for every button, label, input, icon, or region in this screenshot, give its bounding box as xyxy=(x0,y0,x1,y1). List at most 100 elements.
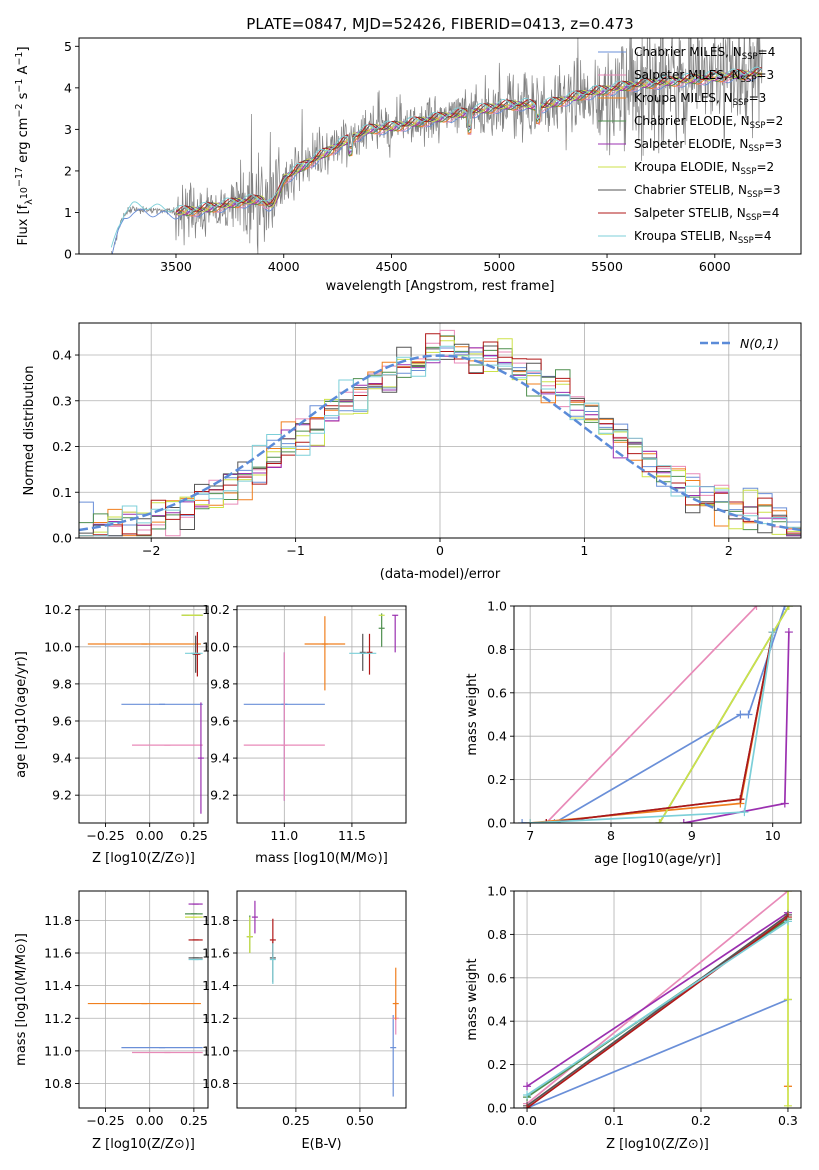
weight-line xyxy=(526,891,789,1105)
errorbar-point xyxy=(246,917,253,953)
plus-marker xyxy=(518,819,527,823)
subplot-spectrum: 3500 4000 4500 5000 5500 6000 0 1 2 3 4 5 wavelength… xyxy=(14,37,802,294)
x-axis-label: Z [log10(Z/Z⊙)] xyxy=(92,1137,195,1152)
y-tick-label: 9.6 xyxy=(52,713,72,728)
x-tick-label: 0.50 xyxy=(346,1113,374,1128)
x-tick-label: 8 xyxy=(607,828,615,843)
y-tick-label: 0.0 xyxy=(487,816,507,831)
weight-line xyxy=(526,914,789,1107)
x-axis-label: E(B-V) xyxy=(301,1137,341,1152)
y-tick-label: 10.0 xyxy=(202,639,230,654)
y-tick-label: 11.2 xyxy=(44,1011,72,1026)
plus-marker xyxy=(740,808,749,817)
x-tick-label: −0.25 xyxy=(86,828,124,843)
y-tick-label: 2 xyxy=(64,163,72,178)
y-tick-label: 0.4 xyxy=(52,348,72,363)
y-tick-label: 11.6 xyxy=(202,946,230,961)
y-tick-label: 10.8 xyxy=(44,1076,72,1091)
y-axis-label: mass weight xyxy=(465,958,480,1040)
x-tick-label: 11.0 xyxy=(270,828,298,843)
x-axis-label: Z [log10(Z/Z⊙)] xyxy=(606,1137,709,1152)
y-tick-label: 0.6 xyxy=(487,970,507,985)
plot-area xyxy=(87,903,203,1054)
x-tick-label: 4000 xyxy=(268,259,300,274)
plot-area xyxy=(246,900,399,1097)
y-tick-label: 9.4 xyxy=(52,751,72,766)
plus-marker xyxy=(523,1082,532,1091)
legend-label: Salpeter ELODIE, NSSP=3 xyxy=(634,137,782,154)
y-tick-label: 0 xyxy=(64,247,72,262)
weight-line xyxy=(683,631,790,823)
weight-line xyxy=(658,606,790,823)
weight-line xyxy=(526,998,789,1108)
y-tick-label: 9.6 xyxy=(210,713,230,728)
plus-marker xyxy=(744,710,753,719)
legend-label: Chabrier MILES, NSSP=4 xyxy=(634,45,775,62)
x-tick-label: 9 xyxy=(688,828,696,843)
y-tick-label: 11.6 xyxy=(44,946,72,961)
y-tick-label: 0.8 xyxy=(487,642,507,657)
plus-marker xyxy=(542,819,551,823)
figure-title: PLATE=0847, MJD=52426, FIBERID=0413, z=0… xyxy=(246,15,633,33)
x-axis-label: age [log10(age/yr)] xyxy=(594,852,721,867)
errorbar-point xyxy=(269,943,276,984)
histogram-step xyxy=(79,345,801,538)
plus-marker xyxy=(736,795,745,804)
model-spectrum xyxy=(110,66,763,248)
x-tick-label: 0.25 xyxy=(180,828,208,843)
weight-line xyxy=(526,920,789,1096)
subplot-weight-vs-age: 7 8 9 10 0.0 0.2 0.4 0.6 0.8 1.0 age [log10(age/yr… xyxy=(465,599,802,867)
axes-frame xyxy=(236,890,407,1109)
y-tick-label: 9.4 xyxy=(210,751,230,766)
x-axis-label: (data-model)/error xyxy=(380,567,501,582)
x-tick-label: 5500 xyxy=(591,259,623,274)
legend: N(0,1) xyxy=(700,336,779,351)
x-tick-label: 4500 xyxy=(376,259,408,274)
y-tick-label: 5 xyxy=(64,39,72,54)
weight-line xyxy=(530,631,774,823)
plus-marker xyxy=(655,819,664,823)
legend-label: Chabrier STELIB, NSSP=3 xyxy=(634,183,781,200)
axes-frame xyxy=(78,605,209,824)
y-tick-label: 0.0 xyxy=(52,531,72,546)
weight-line xyxy=(546,631,774,823)
plus-marker xyxy=(768,628,777,637)
y-tick-label: 9.8 xyxy=(210,676,230,691)
subplot-mass-vs-Z: −0.25 0.00 0.25 10.8 11.0 11.2 11.4 11.6 11.8 Z [… xyxy=(14,890,209,1152)
plus-marker xyxy=(783,1101,792,1108)
subplots: 3500 4000 4500 5000 5500 6000 0 1 2 3 4 5 wavelength… xyxy=(14,37,802,1152)
y-tick-label: 11.4 xyxy=(202,978,230,993)
y-tick-label: 0.2 xyxy=(52,439,72,454)
legend-label: Salpeter STELIB, NSSP=4 xyxy=(634,206,779,223)
axes-frame xyxy=(513,890,802,1109)
x-tick-label: −2 xyxy=(142,543,160,558)
x-axis-label: Z [log10(Z/Z⊙)] xyxy=(92,851,195,866)
y-tick-label: 0.4 xyxy=(487,1014,507,1029)
x-tick-label: 0.3 xyxy=(778,1113,798,1128)
plot-area xyxy=(523,891,792,1108)
plus-marker xyxy=(679,819,688,823)
y-tick-label: 0.1 xyxy=(52,485,72,500)
x-tick-label: 0.25 xyxy=(282,1113,310,1128)
plot-area xyxy=(110,38,763,254)
y-tick-label: 0.3 xyxy=(52,393,72,408)
weight-line xyxy=(546,631,774,823)
weight-line xyxy=(530,631,774,823)
errorbar-point xyxy=(304,616,346,691)
legend-label: Chabrier ELODIE, NSSP=2 xyxy=(634,114,783,131)
x-tick-label: 0.1 xyxy=(604,1113,624,1128)
axes-frame xyxy=(513,605,802,824)
y-tick-label: 10.0 xyxy=(44,639,72,654)
plus-marker xyxy=(783,891,792,895)
plus-marker xyxy=(783,917,792,926)
legend-label: Salpeter MILES, NSSP=3 xyxy=(634,68,774,85)
plus-marker xyxy=(783,995,792,1004)
plus-marker xyxy=(526,819,535,823)
plus-marker xyxy=(784,606,793,610)
x-tick-label: 2 xyxy=(725,543,733,558)
plus-marker xyxy=(736,710,745,719)
plus-marker xyxy=(523,1090,532,1099)
subplot-age-vs-Z: −0.25 0.00 0.25 9.2 9.4 9.6 9.8 10.0 10.2 Z [log1… xyxy=(14,602,209,866)
errorbar-point xyxy=(194,631,201,677)
